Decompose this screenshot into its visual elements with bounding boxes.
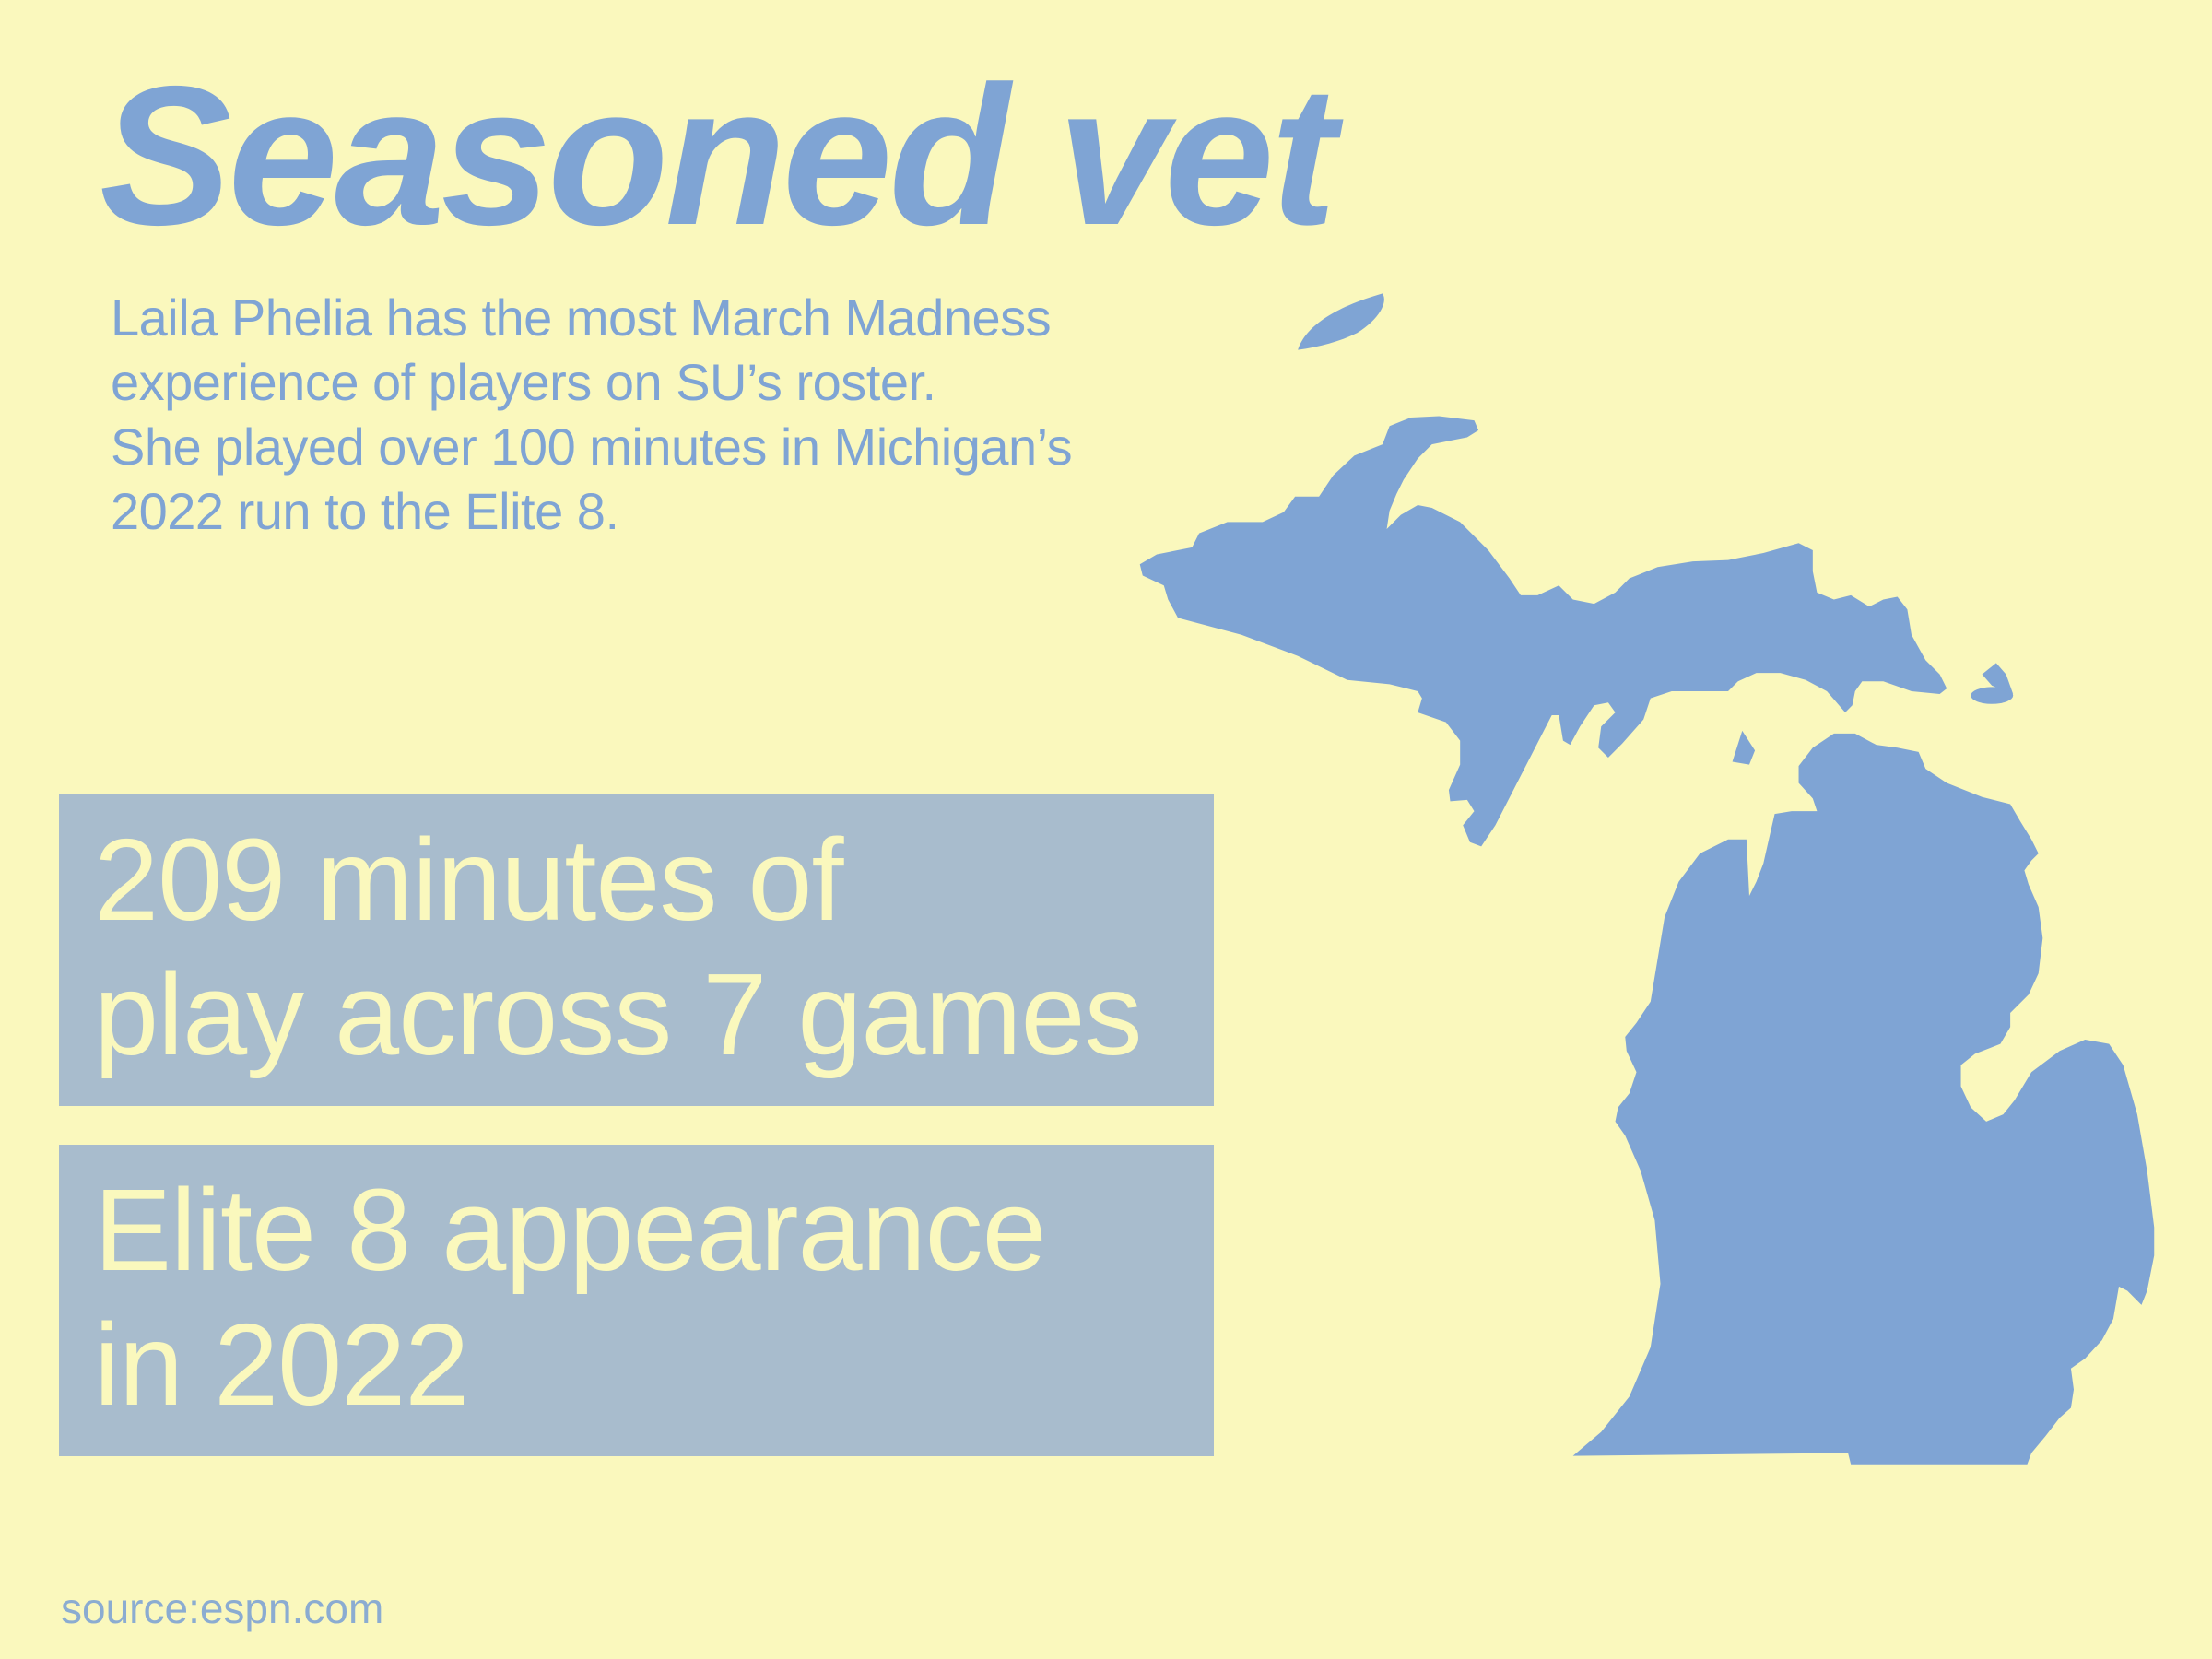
beaver-island-shape bbox=[1732, 730, 1756, 765]
upper-peninsula-shape bbox=[1139, 416, 1947, 847]
description-line: Laila Phelia has the most March Madness bbox=[111, 288, 1052, 347]
stat-line: Elite 8 appearance bbox=[94, 1165, 1047, 1295]
isle-royale-shape bbox=[1298, 293, 1384, 350]
stat-line: in 2022 bbox=[94, 1300, 469, 1430]
description-line: She played over 100 minutes in Michigan’… bbox=[111, 418, 1073, 476]
small-island-shape bbox=[1982, 663, 2014, 695]
description-line: experience of players on SU’s roster. bbox=[111, 353, 936, 411]
bois-blanc-island-shape bbox=[1971, 687, 2014, 704]
stat-box-minutes: 209 minutes of play across 7 games bbox=[59, 794, 1214, 1106]
stat-line: play across 7 games bbox=[94, 949, 1143, 1079]
stat-line: 209 minutes of bbox=[94, 815, 844, 945]
description-line: 2022 run to the Elite 8. bbox=[111, 482, 619, 540]
description: Laila Phelia has the most March Madness … bbox=[111, 286, 1235, 544]
page-title: Seasoned vet bbox=[100, 44, 1336, 266]
source-note: source:espn.com bbox=[61, 1584, 384, 1632]
stat-box-elite8: Elite 8 appearance in 2022 bbox=[59, 1145, 1214, 1456]
lower-peninsula-shape bbox=[1572, 733, 2155, 1465]
